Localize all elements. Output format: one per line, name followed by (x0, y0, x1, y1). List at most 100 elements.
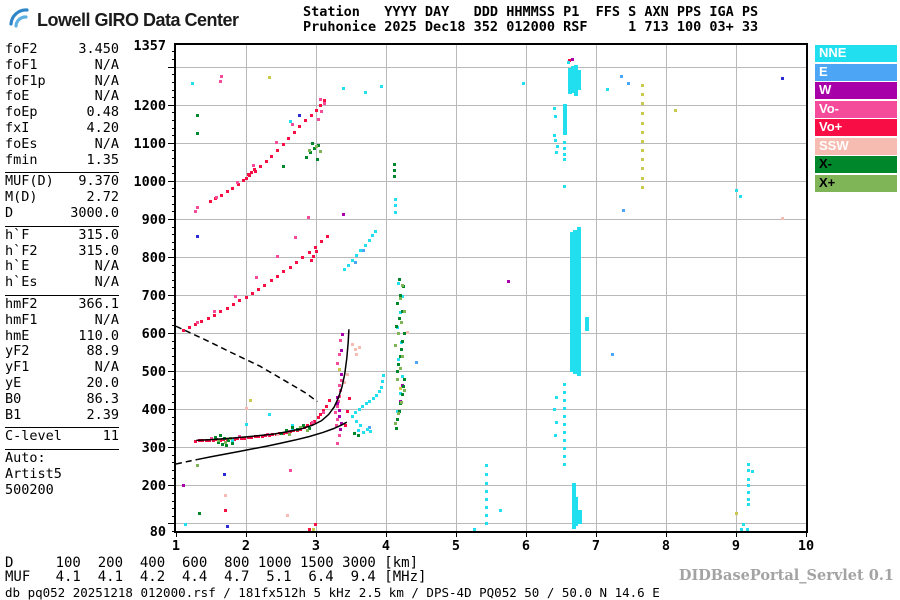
echo-point (397, 362, 401, 366)
echo-point (563, 422, 566, 426)
echo-point (401, 339, 405, 343)
echo-point (553, 114, 557, 118)
echo-point (281, 165, 285, 169)
parameter-value: 9.370 (78, 173, 119, 190)
echo-point (292, 130, 296, 134)
echo-point (356, 428, 360, 432)
echo-point (339, 421, 343, 425)
echo-point (641, 158, 645, 162)
echo-point (298, 113, 302, 117)
parameter-label: h`Es (5, 274, 38, 291)
y-axis-tick (168, 333, 176, 335)
echo-point (342, 381, 346, 385)
echo-point (341, 333, 345, 337)
echo-point (397, 412, 401, 416)
echo-point (485, 521, 489, 525)
y-axis-tick (172, 492, 176, 494)
y-axis-tick (172, 226, 176, 228)
y-axis-tick (172, 165, 176, 167)
echo-point (306, 429, 310, 433)
y-axis-tick (168, 66, 176, 68)
x-axis-label: 6 (521, 538, 531, 554)
y-axis-tick (172, 112, 176, 114)
echo-point (290, 424, 294, 428)
parameter-value: 86.3 (86, 390, 119, 407)
parameter-label: foF1 (5, 56, 38, 73)
echo-point (309, 113, 313, 117)
echo-point (307, 250, 311, 254)
echo-point (363, 91, 367, 95)
echo-point (217, 438, 221, 442)
gridline (176, 409, 806, 411)
y-axis-tick (172, 173, 176, 175)
echo-point (621, 209, 625, 213)
echo-point (355, 419, 359, 423)
x-axis-tick (666, 531, 667, 537)
echo-point (196, 132, 200, 136)
echo-point (204, 439, 208, 443)
echo-point (335, 396, 339, 400)
echo-point (747, 484, 751, 488)
parameter-label: hmE (5, 327, 30, 344)
echo-point (285, 514, 289, 518)
echo-point (415, 360, 419, 364)
echo-point (322, 102, 326, 106)
y-axis-label: 1357 (133, 38, 166, 54)
gridline (176, 104, 806, 106)
logo-text: Lowell GIRO Data Center (37, 9, 239, 30)
parameter-label: foE (5, 88, 30, 105)
echo-point (200, 320, 204, 324)
x-axis-label: 1 (171, 538, 181, 554)
echo-point (195, 205, 199, 209)
echo-point (746, 527, 750, 531)
true-height-profile-curve (197, 421, 348, 461)
echo-point (740, 527, 744, 531)
parameter-group: MUF(D) 9.370 M(D) 2.72 D 3000.0 (5, 172, 119, 224)
echo-point (398, 386, 402, 390)
y-axis-tick (172, 424, 176, 426)
echo-point (244, 295, 248, 299)
echo-point (361, 405, 365, 409)
echo-point (249, 398, 253, 402)
echo-point (402, 384, 405, 388)
echo-point (368, 426, 372, 430)
legend-item-vo-: Vo- (815, 100, 897, 118)
echo-point (350, 343, 354, 347)
x-axis-tick (456, 531, 457, 537)
echo-point (567, 59, 571, 63)
echo-point (371, 397, 375, 401)
y-axis-label: 200 (141, 478, 166, 495)
parameter-value: 20.0 (86, 374, 119, 391)
parameter-value: 110.0 (78, 327, 119, 344)
echo-point (342, 268, 346, 272)
echo-point (314, 145, 318, 149)
parameter-row: B0 86.3 (5, 390, 119, 408)
echo-point (641, 111, 645, 115)
echo-point (401, 375, 405, 379)
y-axis-tick (168, 295, 176, 297)
echo-point (338, 415, 342, 419)
echo-point (750, 470, 754, 474)
y-axis-tick (172, 508, 176, 510)
parameter-label: B0 (5, 390, 22, 407)
echo-point (252, 167, 256, 171)
parameter-row: foF2 3.450 (5, 41, 119, 58)
echo-point (339, 378, 343, 382)
x-axis-tick (736, 531, 737, 537)
legend-item-w: W (815, 82, 897, 99)
echo-point (399, 293, 403, 297)
echo-point (346, 263, 350, 267)
echo-point (747, 497, 751, 501)
echo-point (314, 249, 318, 253)
legend-item-x-: X- (815, 156, 897, 173)
parameter-label: C-level (5, 428, 62, 445)
echo-point (563, 430, 566, 434)
echo-point (400, 393, 404, 397)
y-axis-tick (172, 89, 176, 91)
echo-point (337, 408, 341, 412)
y-axis-tick (168, 218, 176, 220)
echo-point (393, 210, 397, 214)
parameter-row: foEp 0.48 (5, 104, 119, 121)
echo-point (238, 299, 242, 303)
